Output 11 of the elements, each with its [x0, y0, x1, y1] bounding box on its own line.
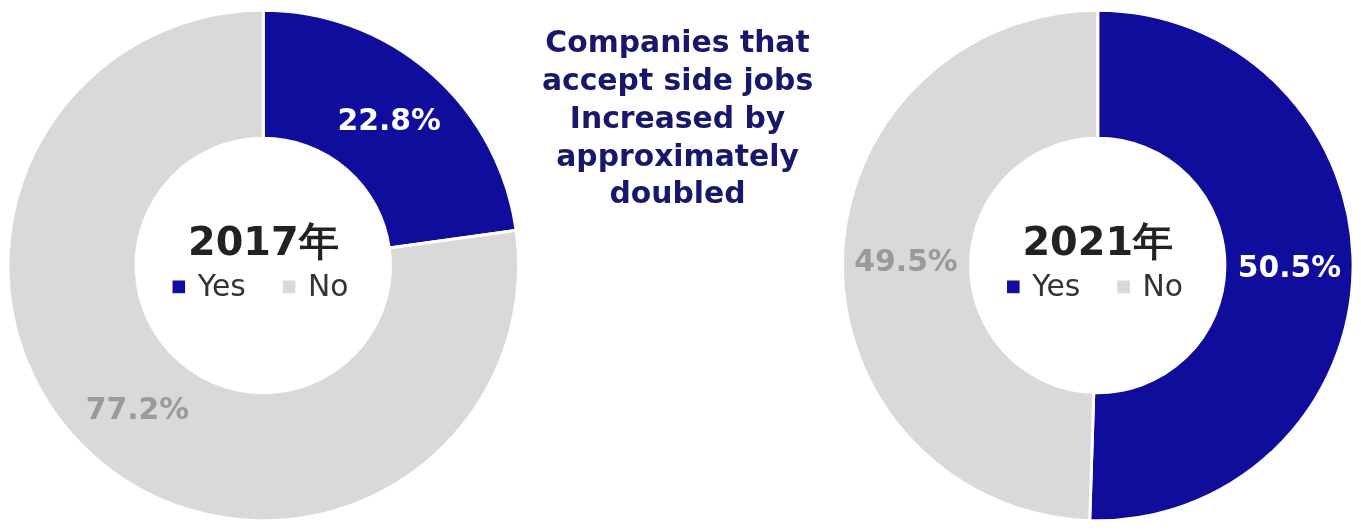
data-label: 22.8% — [337, 101, 441, 137]
text: 2021年 — [1022, 218, 1174, 265]
data-label: 50.5% — [1237, 249, 1342, 285]
text: Companies that accept side jobs Increased by approximately doubled — [541, 24, 814, 211]
data-label: 77.2% — [85, 391, 190, 427]
text: 2017年 — [187, 218, 339, 265]
legend-label: No — [307, 267, 349, 303]
data-label: 49.5% — [854, 243, 958, 279]
legend-label: Yes — [196, 267, 246, 303]
legend-label: Yes — [1031, 267, 1081, 303]
legend-label: No — [1142, 267, 1183, 303]
